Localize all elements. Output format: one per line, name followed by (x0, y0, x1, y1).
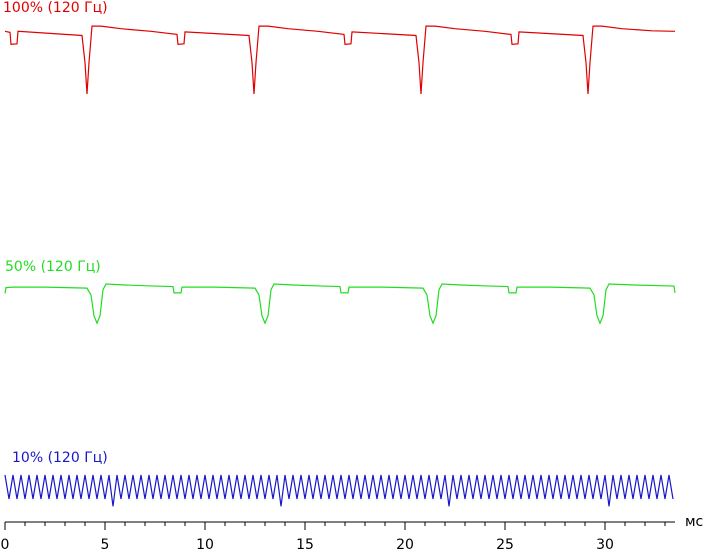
x-tick-label: 0 (1, 537, 10, 551)
x-tick-label: 15 (296, 537, 314, 551)
x-tick-label: 25 (496, 537, 514, 551)
x-tick-label: 10 (196, 537, 214, 551)
trace (4, 474, 674, 507)
series-label: 10% (120 Гц) (12, 450, 108, 466)
x-tick-label: 5 (101, 537, 110, 551)
x-tick-label: 30 (596, 537, 614, 551)
x-axis-unit: мс (685, 514, 703, 530)
series-label: 50% (120 Гц) (5, 259, 101, 275)
x-tick-label: 20 (396, 537, 414, 551)
trace (4, 25, 676, 94)
series-label: 100% (120 Гц) (3, 0, 108, 16)
trace (4, 283, 676, 325)
